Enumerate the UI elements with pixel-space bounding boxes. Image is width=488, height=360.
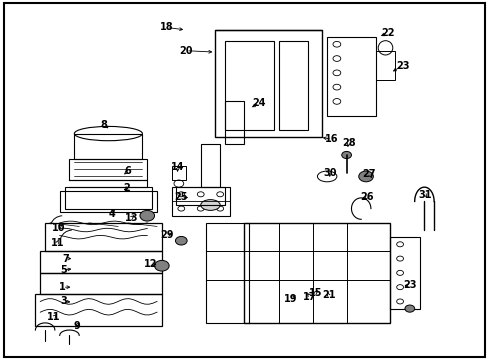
Text: 23: 23: [395, 61, 408, 71]
Text: 21: 21: [321, 291, 335, 300]
Text: 1: 1: [59, 282, 66, 292]
Ellipse shape: [332, 99, 340, 104]
Bar: [40, 251, 162, 273]
Ellipse shape: [404, 305, 414, 312]
Text: 20: 20: [179, 46, 192, 56]
Text: 25: 25: [174, 192, 188, 202]
Bar: [215, 30, 322, 137]
Text: 28: 28: [342, 138, 355, 148]
Text: 11: 11: [50, 238, 64, 248]
Bar: [389, 237, 419, 309]
Text: 26: 26: [360, 192, 373, 202]
Text: 9: 9: [73, 321, 80, 331]
Bar: [326, 37, 375, 116]
Text: 19: 19: [284, 294, 297, 303]
Text: 15: 15: [308, 288, 322, 298]
Bar: [176, 187, 224, 205]
Text: 27: 27: [362, 169, 375, 179]
Text: 2: 2: [123, 183, 130, 193]
Bar: [224, 102, 244, 144]
Text: 10: 10: [52, 222, 65, 233]
Text: 11: 11: [47, 312, 61, 322]
Text: 6: 6: [124, 166, 131, 176]
Ellipse shape: [175, 237, 187, 245]
Text: 16: 16: [325, 134, 338, 144]
Text: 31: 31: [418, 190, 431, 200]
Text: 22: 22: [381, 28, 394, 38]
Bar: [40, 273, 162, 294]
Text: 4: 4: [108, 209, 115, 219]
Ellipse shape: [201, 200, 220, 210]
Ellipse shape: [332, 84, 340, 90]
Text: 24: 24: [252, 98, 265, 108]
Text: 7: 7: [62, 253, 69, 264]
Text: 23: 23: [402, 280, 416, 291]
Ellipse shape: [332, 41, 340, 47]
Bar: [224, 41, 273, 130]
Ellipse shape: [358, 171, 372, 182]
Bar: [205, 223, 249, 323]
Ellipse shape: [140, 210, 154, 221]
Text: 5: 5: [60, 265, 67, 275]
Text: 8: 8: [100, 120, 107, 130]
Text: 14: 14: [171, 162, 184, 172]
Text: 29: 29: [160, 230, 173, 240]
Bar: [35, 294, 162, 327]
Bar: [45, 223, 162, 251]
Ellipse shape: [332, 56, 340, 62]
Ellipse shape: [341, 152, 351, 158]
Text: 13: 13: [124, 213, 138, 223]
Bar: [244, 223, 389, 323]
Bar: [69, 158, 147, 180]
Text: 30: 30: [323, 168, 336, 178]
Bar: [74, 134, 142, 158]
Bar: [171, 187, 229, 216]
Text: 3: 3: [60, 296, 67, 306]
Ellipse shape: [154, 260, 169, 271]
Bar: [278, 41, 307, 130]
Text: 12: 12: [144, 259, 158, 269]
Bar: [201, 144, 220, 187]
Ellipse shape: [332, 70, 340, 76]
Text: 18: 18: [160, 22, 173, 32]
Text: 17: 17: [303, 292, 316, 302]
Bar: [171, 166, 186, 180]
Bar: [375, 51, 394, 80]
Bar: [64, 187, 152, 208]
Bar: [60, 191, 157, 212]
